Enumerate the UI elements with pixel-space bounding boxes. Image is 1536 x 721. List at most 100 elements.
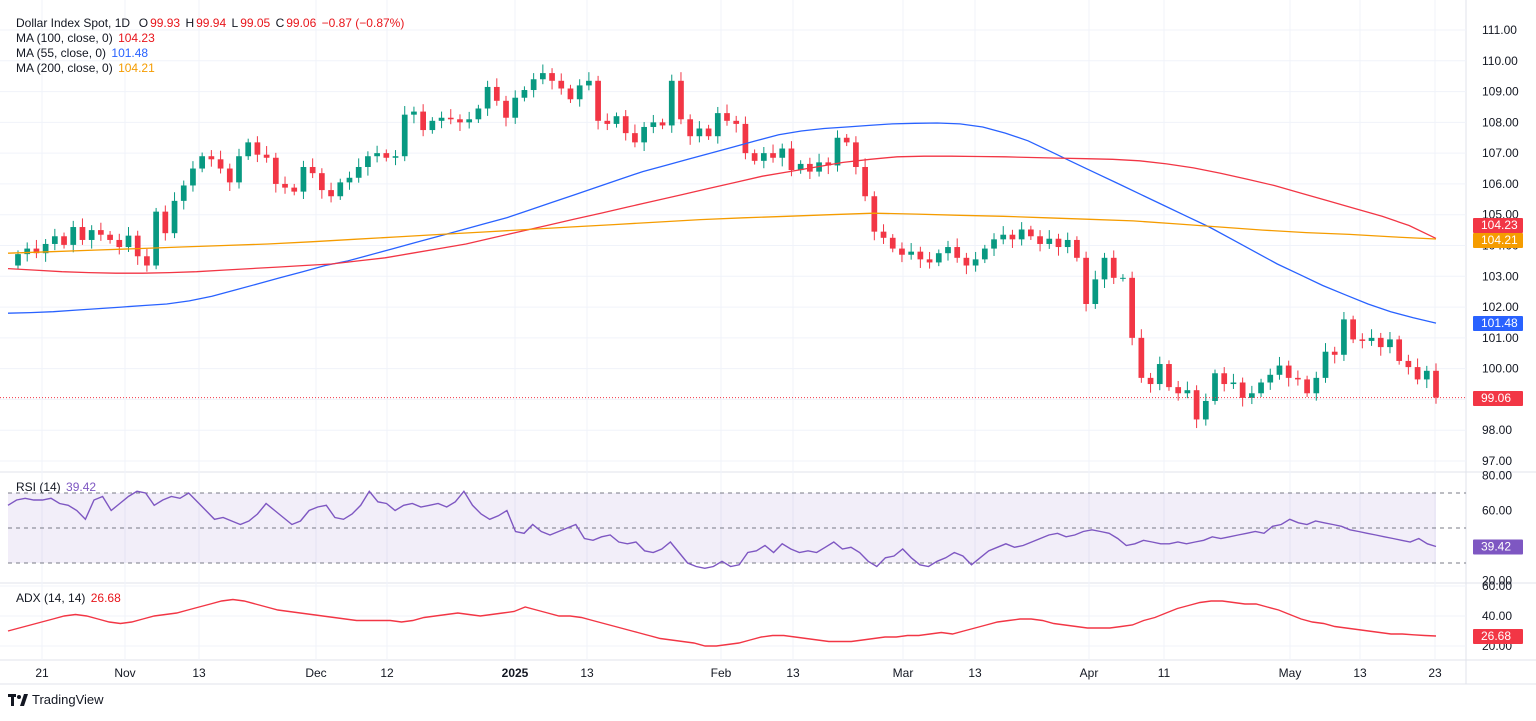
candle-body: [1129, 277, 1135, 338]
x-tick-label: Feb: [711, 666, 732, 680]
price-badge: [1473, 391, 1523, 406]
adx-tick-label: 40.00: [1482, 609, 1512, 623]
candle-body: [61, 236, 67, 245]
candle-body: [945, 247, 951, 254]
candle-body: [632, 133, 638, 143]
y-tick-label: 108.00: [1482, 115, 1519, 129]
candle-body: [797, 163, 804, 171]
candle-body: [595, 80, 601, 121]
candle-body: [972, 259, 979, 266]
y-tick-label: 111.00: [1482, 23, 1517, 37]
y-tick-label: 106.00: [1482, 177, 1519, 191]
tradingview-brand: TradingView: [32, 692, 104, 707]
candle-body: [208, 156, 215, 160]
candle-body: [641, 126, 647, 143]
candle-body: [880, 231, 887, 238]
candle-body: [79, 227, 86, 240]
candle-body: [1037, 236, 1043, 244]
candle-body: [705, 128, 712, 137]
y-tick-label: 107.00: [1482, 146, 1519, 160]
candle-body: [337, 182, 344, 197]
candle-body: [760, 153, 767, 161]
candle-body: [484, 86, 491, 109]
price-badge: [1473, 218, 1523, 233]
candle-body: [751, 153, 758, 161]
candle-body: [411, 111, 417, 115]
candle-body: [991, 239, 997, 249]
candle-body: [475, 108, 482, 120]
candle-body: [190, 168, 196, 186]
price-badge-label: 99.06: [1481, 391, 1511, 405]
adx-value: 26.68: [90, 591, 121, 605]
candle-body: [733, 120, 740, 124]
candle-body: [1285, 365, 1292, 378]
candle-body: [309, 166, 316, 174]
candle-body: [1101, 257, 1108, 280]
rsi-label: RSI (14): [16, 480, 61, 494]
candle-body: [1166, 364, 1172, 388]
candle-body: [549, 73, 555, 81]
candle-body: [935, 253, 942, 263]
ma55-value: 101.48: [111, 46, 149, 60]
candle-body: [319, 173, 325, 191]
candle-body: [558, 80, 565, 89]
candle-body: [521, 90, 528, 98]
footer: TradingView: [8, 692, 104, 707]
candle-body: [51, 236, 58, 244]
adx-line: [7, 598, 1437, 647]
candle-body: [171, 200, 178, 234]
x-tick-label: Mar: [893, 666, 914, 680]
candle-body: [1193, 390, 1200, 420]
candle-body: [1304, 379, 1310, 394]
candle-body: [365, 156, 371, 167]
candle-body: [586, 80, 592, 86]
x-tick-label: 23: [1428, 666, 1442, 680]
x-tick-label: 21: [35, 666, 49, 680]
candle-body: [503, 100, 509, 118]
candle-body: [33, 248, 40, 254]
candle-body: [1009, 234, 1016, 240]
y-tick-label: 103.00: [1482, 269, 1519, 283]
candle-body: [908, 251, 915, 255]
candle-body: [199, 156, 206, 169]
rsi-line: [7, 490, 1437, 570]
candle-body: [180, 185, 187, 201]
candle-body: [272, 157, 279, 184]
y-tick-label: 109.00: [1482, 85, 1519, 99]
ma100-line: [7, 155, 1437, 274]
candle-body: [282, 183, 288, 188]
candle-body: [153, 211, 159, 266]
symbol-label: Dollar Index Spot, 1D: [16, 16, 131, 30]
candle-body: [1212, 373, 1218, 401]
candle-body: [1322, 351, 1329, 378]
low-label: L: [231, 16, 239, 30]
candle-body: [1276, 365, 1283, 375]
candle-body: [1156, 364, 1163, 385]
candle-body: [853, 142, 859, 167]
ma100-value: 104.23: [118, 31, 155, 45]
x-tick-label: 11: [1158, 666, 1171, 680]
candle-body: [742, 123, 749, 154]
x-tick-label: Dec: [305, 666, 326, 680]
candle-body: [1138, 337, 1145, 378]
candle-body: [724, 113, 730, 121]
candle-body: [1028, 229, 1034, 237]
high-value: 99.94: [196, 16, 227, 30]
x-tick-label: Nov: [114, 666, 135, 680]
candle-body: [1221, 373, 1228, 385]
rsi-badge-label: 39.42: [1481, 540, 1511, 554]
price-badge-label: 104.21: [1481, 233, 1518, 247]
y-tick-label: 97.00: [1482, 454, 1512, 468]
candle-body: [779, 148, 786, 158]
candle-body: [263, 154, 270, 158]
candle-body: [613, 116, 620, 124]
y-tick-label: 98.00: [1482, 423, 1512, 437]
x-tick-label: 13: [1353, 666, 1367, 680]
legend-ma55: MA (55, close, 0) 101.48: [16, 46, 150, 61]
candle-body: [346, 177, 353, 183]
low-value: 99.05: [240, 16, 271, 30]
candle-body: [1331, 351, 1338, 355]
candle-body: [1313, 377, 1320, 394]
